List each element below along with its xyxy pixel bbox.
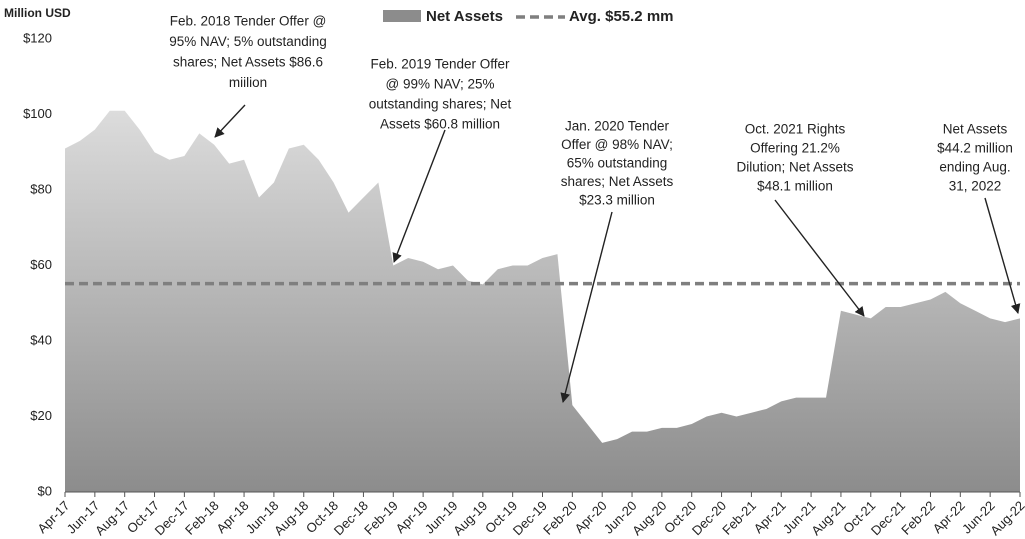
x-tick-label: Aug-21 <box>808 498 848 538</box>
legend-label: Net Assets <box>426 8 503 25</box>
x-tick-label: Feb-21 <box>719 498 759 538</box>
x-tick-label: Feb-22 <box>898 498 938 538</box>
y-axis-label: Million USD <box>4 6 71 20</box>
annotation: ending Aug. <box>939 160 1010 175</box>
arrow <box>214 104 246 138</box>
annotation: Oct. 2021 Rights <box>745 122 846 137</box>
annotation: miilion <box>229 75 267 90</box>
y-tick-label: $20 <box>30 408 52 423</box>
annotation: @ 99% NAV; 25% <box>385 77 494 92</box>
x-tick-label: Aug-18 <box>271 498 311 538</box>
annotation: Dilution; Net Assets <box>736 160 853 175</box>
annotation: Assets $60.8 million <box>380 117 500 132</box>
annotation: outstanding shares; Net <box>369 97 512 112</box>
arrow <box>984 197 1021 314</box>
y-tick-label: $60 <box>30 257 52 272</box>
annotation: Offer @ 98% NAV; <box>561 137 673 152</box>
annotation: $48.1 million <box>757 179 833 194</box>
annotation: 31, 2022 <box>949 179 1002 194</box>
arrow <box>774 199 865 317</box>
y-tick-label: $0 <box>38 483 52 498</box>
y-tick-label: $80 <box>30 181 52 196</box>
net-assets-area <box>65 110 1020 492</box>
annotation: 95% NAV; 5% outstanding <box>169 34 327 49</box>
arrow <box>392 129 446 263</box>
legend-swatch <box>383 10 421 22</box>
annotation: 65% outstanding <box>567 156 668 171</box>
y-tick-label: $120 <box>23 30 52 45</box>
legend-label: Avg. $55.2 mm <box>569 8 674 25</box>
annotation: Jan. 2020 Tender <box>565 119 670 134</box>
x-tick-label: Aug-20 <box>629 498 669 538</box>
y-tick-label: $100 <box>23 106 52 121</box>
annotation: Feb. 2019 Tender Offer <box>370 57 510 72</box>
annotation: Feb. 2018 Tender Offer @ <box>170 14 327 29</box>
annotation: Offering 21.2% <box>750 141 840 156</box>
x-tick-label: Aug-19 <box>450 498 490 538</box>
x-tick-label: Aug-17 <box>92 498 132 538</box>
x-tick-label: Feb-18 <box>182 498 222 538</box>
annotation: shares; Net Assets <box>561 174 674 189</box>
annotation: $44.2 million <box>937 141 1013 156</box>
x-tick-label: Feb-19 <box>361 498 401 538</box>
annotation: $23.3 million <box>579 193 655 208</box>
annotation: Net Assets <box>943 122 1008 137</box>
annotation: shares; Net Assets $86.6 <box>173 55 323 70</box>
annotation-arrows <box>214 104 1021 403</box>
arrow <box>560 211 613 403</box>
x-tick-label: Feb-20 <box>540 498 580 538</box>
y-tick-label: $40 <box>30 332 52 347</box>
